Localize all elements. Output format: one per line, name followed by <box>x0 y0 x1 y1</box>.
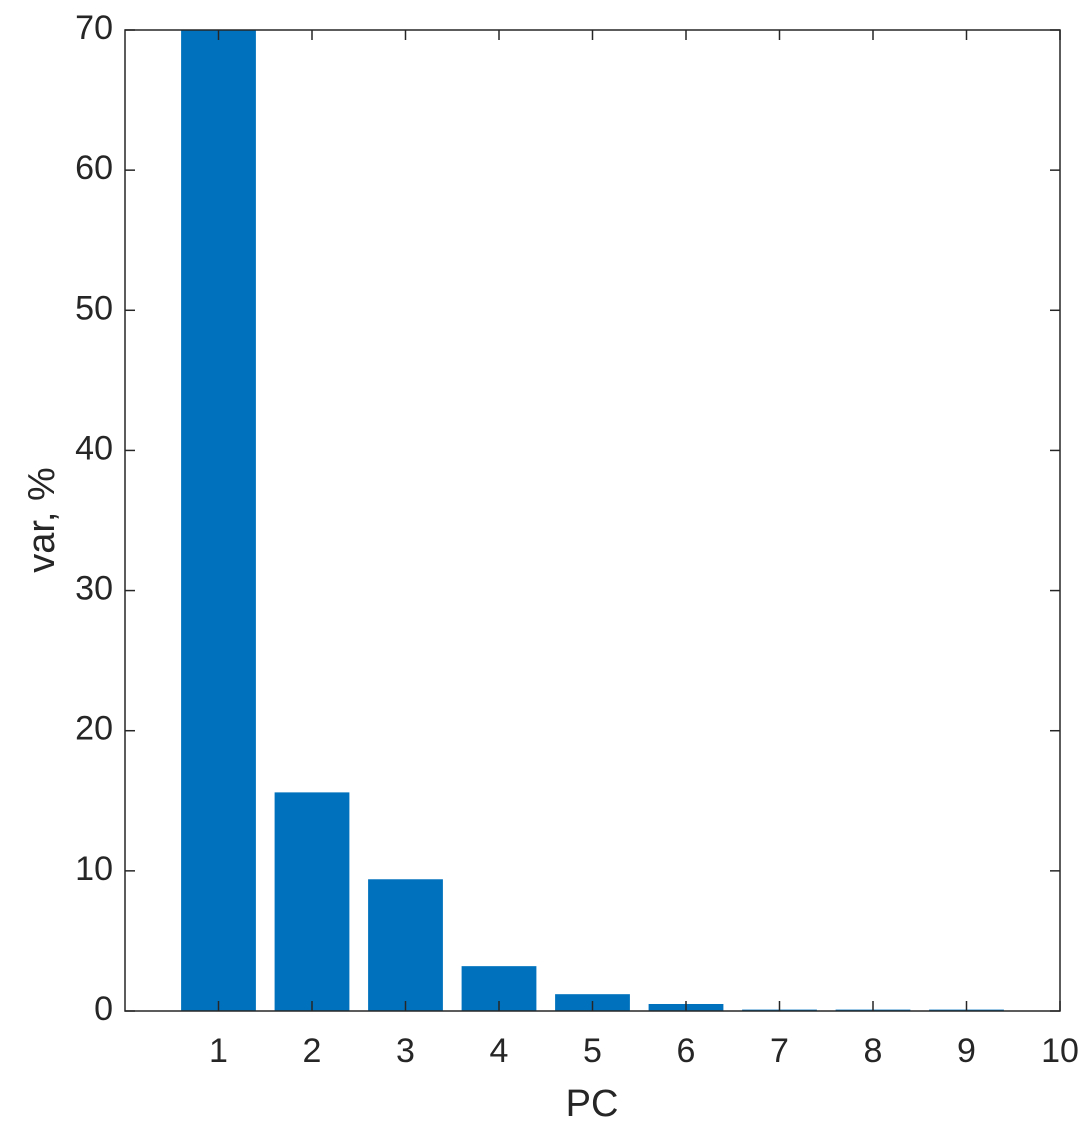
y-tick-label: 20 <box>75 710 113 748</box>
bar <box>368 879 443 1011</box>
axes-box <box>124 29 1061 1012</box>
x-tick-label: 9 <box>957 1032 976 1070</box>
x-tick-label: 3 <box>396 1032 415 1070</box>
x-tick-label: 5 <box>583 1032 602 1070</box>
y-tick-label: 30 <box>75 570 113 608</box>
x-axis-label: PC <box>566 1083 619 1125</box>
bar <box>181 30 256 1011</box>
y-tick-label: 50 <box>75 289 113 327</box>
y-tick-label: 60 <box>75 149 113 187</box>
y-tick-label: 40 <box>75 429 113 467</box>
y-tick-label: 10 <box>75 850 113 888</box>
x-tick-label: 7 <box>770 1032 789 1070</box>
x-tick-label: 10 <box>1041 1032 1079 1070</box>
x-tick-label: 1 <box>209 1032 228 1070</box>
x-tick-label: 8 <box>864 1032 883 1070</box>
x-tick-label: 6 <box>677 1032 696 1070</box>
y-tick-label: 0 <box>94 990 113 1028</box>
y-axis-label: var, % <box>21 467 63 573</box>
y-tick-label: 70 <box>75 9 113 47</box>
x-tick-label: 4 <box>490 1032 509 1070</box>
bar <box>274 792 350 1011</box>
x-tick-label: 2 <box>303 1032 322 1070</box>
